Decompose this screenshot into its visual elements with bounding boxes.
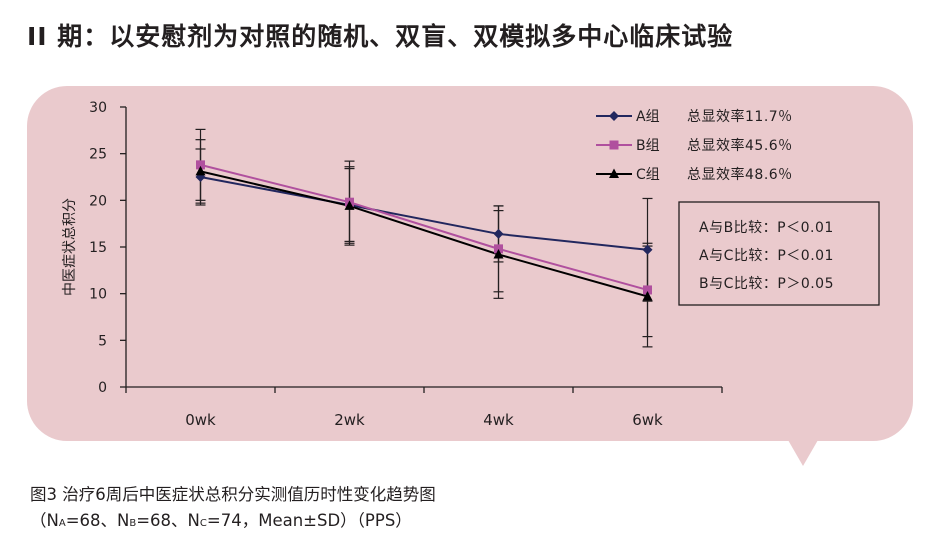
figure-caption: 图3 治疗6周后中医症状总积分实测值历时性变化趋势图: [30, 485, 436, 504]
x-tick-label: 0wk: [185, 411, 216, 429]
caption-text: （N: [30, 511, 59, 530]
y-axis-label: 中医症状总积分: [62, 198, 78, 296]
chart-panel: [27, 86, 913, 441]
data-point: [642, 290, 653, 301]
p-value-annotation: B与C比较：P＞0.05: [699, 276, 834, 292]
caption-text: =68、N: [136, 511, 200, 530]
x-tick-label: 6wk: [632, 411, 663, 429]
x-tick-label: 2wk: [334, 411, 365, 429]
data-point: [344, 200, 355, 210]
sample-size-note: （NA=68、NB=68、NC=74，Mean±SD）（PPS）: [30, 507, 412, 531]
caption-subscript: C: [199, 518, 207, 529]
legend-note: 总显效率11.7％: [687, 108, 793, 125]
series-line: [200, 170, 648, 298]
series-line: [200, 163, 648, 291]
legend-label: C组: [636, 167, 660, 183]
legend-note: 总显效率45.6％: [687, 137, 793, 154]
data-point: [494, 244, 503, 254]
p-value-annotation: A与C比较：P＜0.01: [699, 248, 834, 264]
y-tick-label: 0: [98, 380, 107, 396]
p-value-box: [678, 201, 880, 306]
legend-note: 总显效率48.6％: [687, 166, 793, 183]
legend-label: B组: [636, 138, 660, 154]
y-tick-label: 5: [98, 333, 107, 349]
data-point: [493, 228, 504, 239]
legend-marker: [609, 111, 619, 121]
caption-text: =68、N: [65, 511, 130, 530]
legend-marker: [609, 140, 619, 150]
p-value-annotation: A与B比较：P＜0.01: [699, 220, 834, 236]
caption-text: =74，Mean±SD）（PPS）: [206, 511, 412, 530]
y-tick-label: 15: [89, 240, 107, 256]
data-point: [643, 285, 652, 295]
series-line: [200, 176, 648, 251]
panel-pointer: [788, 440, 818, 466]
data-point: [642, 244, 653, 255]
page-title: II 期：以安慰剂为对照的随机、双盲、双模拟多中心临床试验: [27, 22, 734, 51]
data-point: [493, 248, 504, 259]
caption-subscript: B: [129, 518, 137, 529]
y-tick-label: 25: [89, 147, 107, 163]
y-tick-label: 30: [89, 100, 107, 116]
y-tick-label: 10: [89, 287, 107, 303]
data-point: [195, 165, 206, 176]
legend-marker: [609, 168, 619, 178]
data-point: [196, 160, 205, 170]
x-tick-label: 4wk: [483, 411, 514, 429]
caption-subscript: A: [58, 518, 66, 529]
y-tick-label: 20: [89, 193, 107, 209]
legend-label: A组: [636, 109, 660, 125]
